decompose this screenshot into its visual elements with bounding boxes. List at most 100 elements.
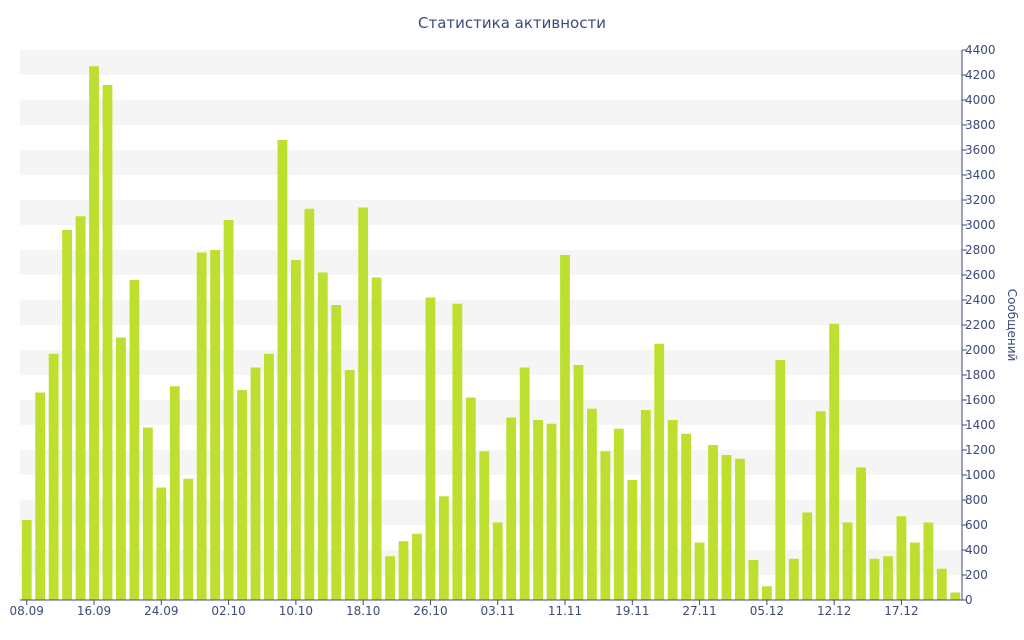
bar	[936, 568, 947, 600]
bar	[896, 516, 907, 600]
bar	[627, 480, 638, 600]
x-tick-label: 08.09	[10, 604, 44, 618]
y-tick-label: 2000	[965, 343, 996, 357]
bar	[842, 522, 853, 600]
grid-band	[20, 50, 962, 75]
bar	[317, 272, 328, 600]
y-tick-label: 3400	[965, 168, 996, 182]
x-tick-label: 03.11	[481, 604, 515, 618]
bar	[62, 230, 73, 600]
bar	[75, 216, 86, 600]
y-tick-label: 1000	[965, 468, 996, 482]
bar	[89, 66, 99, 600]
bar	[573, 365, 584, 600]
bar	[358, 207, 369, 600]
bar	[102, 85, 113, 600]
bar	[412, 533, 422, 600]
bar	[802, 512, 813, 600]
bar	[237, 390, 247, 600]
bar	[748, 560, 759, 600]
bar	[223, 220, 234, 600]
bar	[452, 303, 463, 600]
bar	[344, 370, 355, 600]
bar	[35, 392, 46, 600]
bar	[950, 592, 961, 600]
bar	[519, 367, 530, 600]
bar	[169, 386, 180, 600]
y-tick-label: 4400	[965, 43, 996, 57]
y-tick-label: 0	[965, 593, 973, 607]
y-tick-label: 2200	[965, 318, 996, 332]
y-tick-label: 3600	[965, 143, 996, 157]
x-tick-label: 12.12	[817, 604, 851, 618]
grid-band	[20, 150, 962, 175]
bar	[533, 420, 544, 600]
y-tick-label: 1800	[965, 368, 996, 382]
bar	[425, 297, 436, 600]
grid-band	[20, 250, 962, 275]
y-tick-label: 4000	[965, 93, 996, 107]
x-tick-label: 17.12	[884, 604, 918, 618]
x-tick-label: 05.12	[750, 604, 784, 618]
bar	[587, 408, 597, 600]
bar	[735, 458, 745, 600]
bar	[210, 250, 221, 600]
x-tick-label: 16.09	[77, 604, 111, 618]
bar	[694, 542, 705, 600]
bar	[909, 542, 920, 600]
x-tick-label: 24.09	[144, 604, 178, 618]
grid-band	[20, 300, 962, 325]
bar	[304, 208, 315, 600]
x-tick-label: 19.11	[615, 604, 649, 618]
bar	[371, 277, 382, 600]
bar-series	[21, 66, 961, 600]
y-tick-label: 3000	[965, 218, 996, 232]
grid-band	[20, 100, 962, 125]
y-tick-label: 4200	[965, 68, 996, 82]
bar	[398, 541, 409, 600]
y-axis-label: Сообщений	[1005, 289, 1019, 362]
grid-band	[20, 350, 962, 375]
bar	[438, 496, 449, 600]
bar	[506, 417, 517, 600]
bar	[667, 420, 678, 600]
bar	[142, 427, 153, 600]
bar	[290, 260, 301, 600]
x-axis-ticks: 08.09 16.09 24.09 02.10 10.10 18.10 26.10 03.11…	[10, 600, 919, 618]
bar	[829, 323, 840, 600]
y-tick-label: 1200	[965, 443, 996, 457]
bar	[775, 360, 786, 600]
bar	[546, 423, 557, 600]
bar	[264, 353, 274, 600]
x-tick-label: 02.10	[211, 604, 245, 618]
bar	[479, 451, 490, 600]
chart-title: Статистика активности	[418, 14, 606, 32]
y-tick-label: 2400	[965, 293, 996, 307]
bar	[815, 411, 826, 600]
y-tick-label: 400	[965, 543, 988, 557]
bar	[923, 522, 934, 600]
y-tick-label: 3200	[965, 193, 996, 207]
bar	[183, 478, 194, 600]
bar	[277, 140, 288, 600]
bar	[21, 520, 32, 600]
bar	[331, 305, 342, 600]
y-tick-label: 2600	[965, 268, 996, 282]
bar	[721, 455, 732, 600]
y-tick-label: 600	[965, 518, 988, 532]
bar	[761, 586, 772, 600]
y-tick-label: 1600	[965, 393, 996, 407]
bar	[560, 255, 570, 600]
y-tick-label: 800	[965, 493, 988, 507]
y-axis-ticks: 0 200 400 600 800 1000 1200 1400 1600 1800 2000 220…	[962, 43, 996, 607]
x-tick-label: 27.11	[682, 604, 716, 618]
y-tick-label: 1400	[965, 418, 996, 432]
bar	[654, 343, 665, 600]
x-tick-label: 11.11	[548, 604, 582, 618]
bar	[869, 558, 880, 600]
bar	[129, 280, 140, 600]
bar	[385, 556, 395, 600]
bar	[681, 433, 692, 600]
